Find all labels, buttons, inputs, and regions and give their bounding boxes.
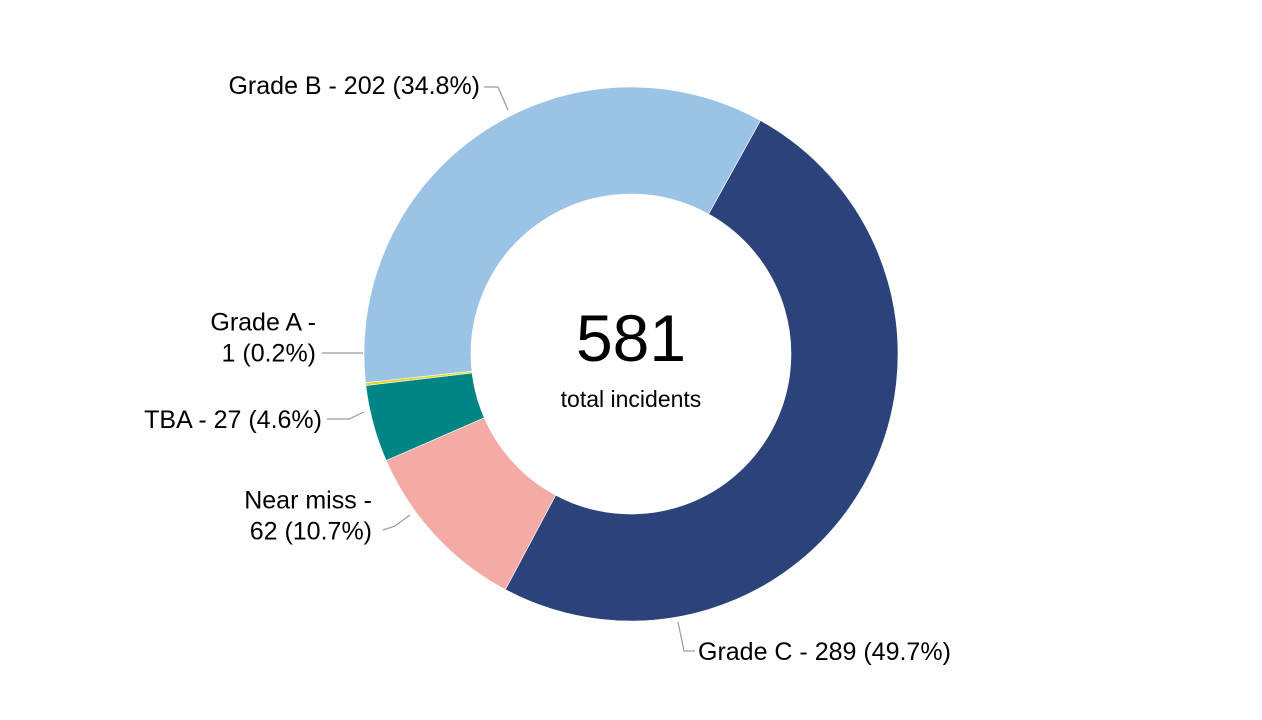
donut-center: 581 total incidents <box>561 301 702 412</box>
slice-label-grade-c: Grade C - 289 (49.7%) <box>698 638 951 666</box>
slice-label-line: 62 (10.7%) <box>250 518 372 546</box>
leader-line-grade-c <box>677 621 695 652</box>
slice-label-line: Near miss - <box>244 487 372 515</box>
slice-labels-layer: Grade C - 289 (49.7%) Near miss - 62 (10.7… <box>144 72 951 666</box>
donut-slice-grade-c <box>504 120 899 622</box>
slice-label-line: Grade A - <box>210 309 316 337</box>
leader-lines-layer <box>322 86 695 652</box>
donut-slice-grade-b <box>363 86 761 383</box>
slice-label-line: TBA - 27 (4.6%) <box>144 406 322 434</box>
center-total-value: 581 <box>576 301 686 375</box>
leader-line-grade-b <box>484 86 509 111</box>
slice-label-line: Grade B - 202 (34.8%) <box>228 72 480 100</box>
slice-label-line: 1 (0.2%) <box>222 340 316 368</box>
slice-label-line: Grade C - 289 (49.7%) <box>698 638 951 666</box>
leader-line-near-miss <box>382 514 411 531</box>
slice-label-tba: TBA - 27 (4.6%) <box>144 406 322 434</box>
center-caption: total incidents <box>561 386 702 412</box>
slice-label-grade-a: Grade A - 1 (0.2%) <box>210 309 316 368</box>
slice-label-grade-b: Grade B - 202 (34.8%) <box>228 72 480 100</box>
slice-label-near-miss: Near miss - 62 (10.7%) <box>244 487 372 546</box>
leader-line-tba <box>327 411 365 420</box>
slices-layer <box>363 86 899 622</box>
